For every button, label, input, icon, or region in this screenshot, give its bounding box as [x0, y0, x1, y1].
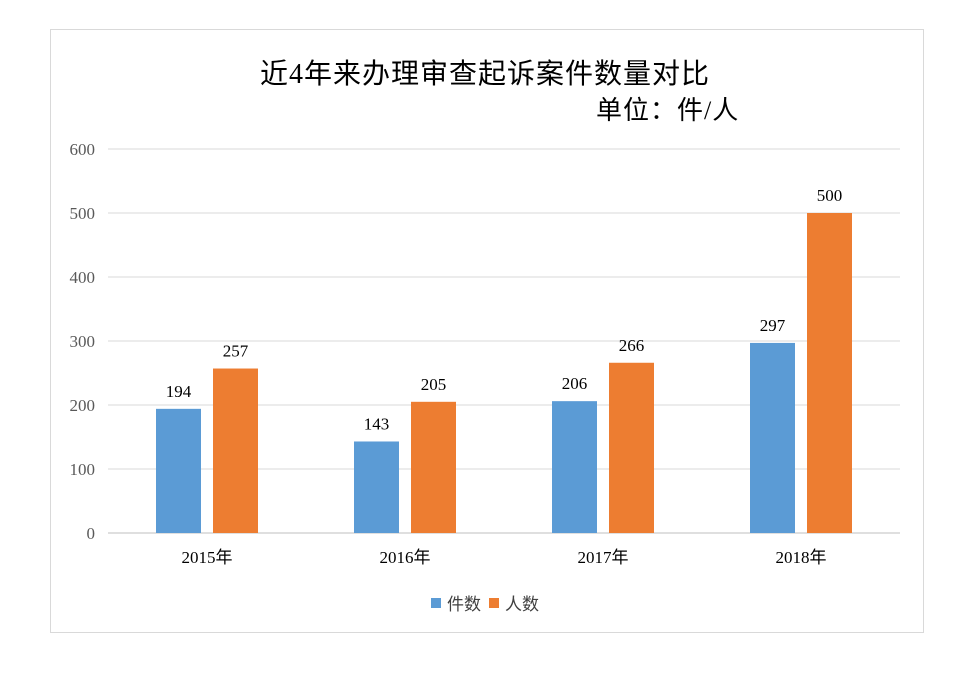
- bar-series-2: [609, 362, 654, 533]
- bar-series-1: [750, 342, 795, 533]
- y-tick-label: 400: [70, 268, 96, 287]
- x-tick-label: 2015年: [182, 548, 233, 567]
- legend-label-series-1: 件数: [447, 595, 481, 614]
- x-tick-label: 2018年: [776, 548, 827, 567]
- legend-swatch-series-1: [431, 597, 441, 608]
- y-tick-label: 300: [70, 332, 96, 351]
- bar-series-2: [213, 368, 258, 533]
- legend-swatch-series-2: [489, 597, 499, 608]
- legend-item-series-2: 人数: [489, 590, 539, 615]
- y-tick-label: 600: [70, 140, 96, 159]
- chart-title: 近4年来办理审查起诉案件数量对比: [259, 59, 710, 90]
- data-label: 257: [223, 342, 249, 361]
- bar-series-1: [156, 408, 201, 533]
- bar-series-2: [411, 401, 456, 533]
- bar-series-1: [354, 441, 399, 533]
- data-label: 143: [364, 414, 390, 433]
- data-label: 500: [817, 186, 843, 205]
- x-tick-label: 2016年: [380, 548, 431, 567]
- data-label: 194: [166, 382, 192, 401]
- y-tick-label: 200: [70, 396, 96, 415]
- data-label: 206: [562, 374, 588, 393]
- y-tick-label: 500: [70, 204, 96, 223]
- bar-series-2: [807, 213, 852, 533]
- y-tick-label: 0: [87, 524, 96, 543]
- data-label: 297: [760, 316, 786, 335]
- bar-series-1: [552, 401, 597, 533]
- x-tick-label: 2017年: [578, 548, 629, 567]
- y-tick-label: 100: [70, 460, 96, 479]
- data-label: 266: [619, 336, 645, 355]
- chart-subtitle: 单位：件/人: [596, 96, 740, 125]
- legend: 件数 人数: [0, 590, 970, 615]
- data-label: 205: [421, 375, 447, 394]
- legend-label-series-2: 人数: [505, 595, 539, 614]
- legend-item-series-1: 件数: [431, 590, 481, 615]
